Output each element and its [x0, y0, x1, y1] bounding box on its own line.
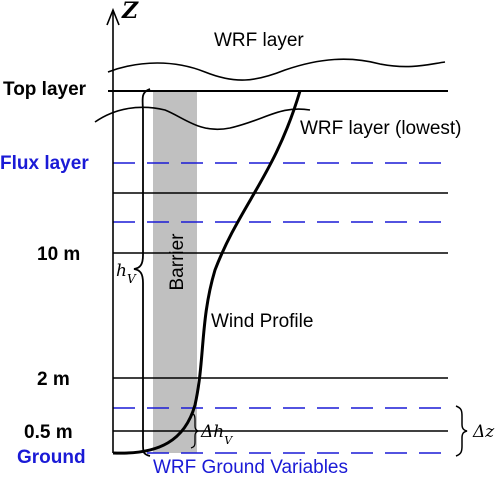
- barrier-label: Barrier: [167, 233, 188, 291]
- z-axis-label: Z: [121, 0, 139, 24]
- barrier-bar: [153, 91, 197, 453]
- wind-profile-label: Wind Profile: [211, 311, 313, 332]
- wrf-layer-label: WRF layer: [214, 30, 304, 51]
- ground-label: Ground: [17, 447, 86, 468]
- z-axis-arrowhead: [106, 7, 120, 26]
- wrf-layer-lowest-label: WRF layer (lowest): [300, 118, 462, 139]
- delta-z-brace: [455, 405, 468, 457]
- wrf-ground-variables-label: WRF Ground Variables: [153, 457, 348, 478]
- two-m-label: 2 m: [37, 369, 70, 390]
- top-layer-label: Top layer: [3, 79, 87, 100]
- wind-profile-curve: [112, 90, 302, 455]
- half-m-label: 0.5 m: [24, 422, 73, 443]
- delta-h-v-label: ΔhV: [200, 422, 233, 447]
- delta-h-v-brace: [190, 412, 200, 449]
- delta-z-label: Δz: [472, 422, 495, 442]
- flux-layer-label: Flux layer: [0, 153, 89, 174]
- h-v-label: hV: [116, 261, 137, 286]
- ten-m-label: 10 m: [37, 244, 80, 265]
- h-v-brace: [133, 88, 151, 457]
- wrf-layer-top-wave: [107, 58, 446, 81]
- wrf-layer-lowest-wave: [94, 106, 311, 131]
